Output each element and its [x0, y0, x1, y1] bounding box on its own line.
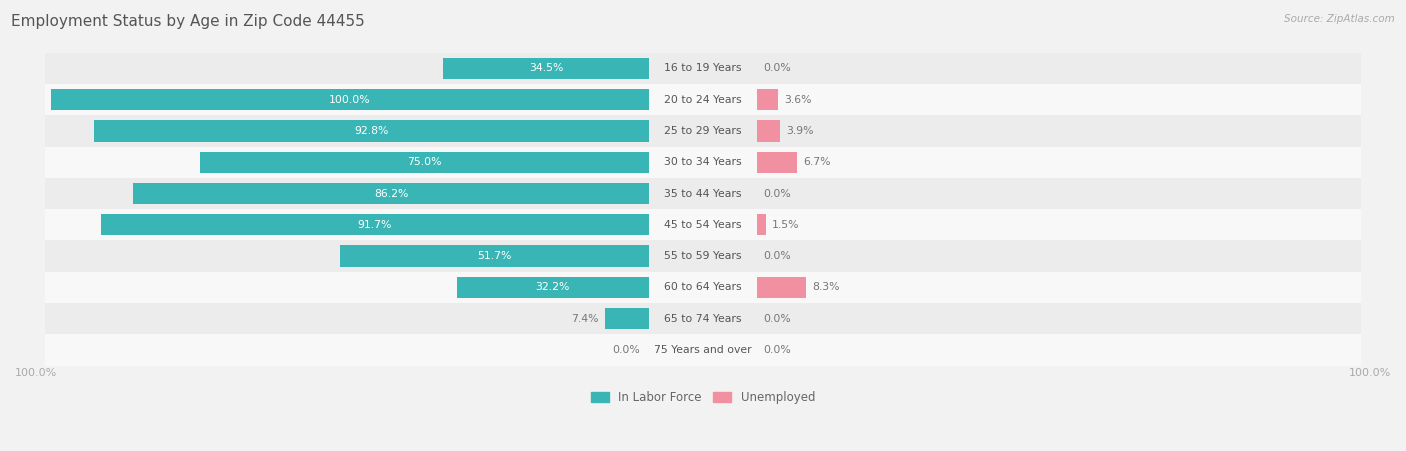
Text: 34.5%: 34.5%	[529, 63, 564, 74]
Text: 0.0%: 0.0%	[613, 345, 640, 355]
Bar	[45, 147, 1361, 178]
Bar	[756, 89, 779, 110]
Text: 60 to 64 Years: 60 to 64 Years	[664, 282, 742, 292]
Bar	[45, 272, 1361, 303]
Bar	[756, 120, 780, 142]
Text: 51.7%: 51.7%	[477, 251, 512, 261]
Bar	[94, 120, 650, 142]
Bar	[201, 152, 650, 173]
Text: 0.0%: 0.0%	[763, 189, 790, 198]
Text: Employment Status by Age in Zip Code 44455: Employment Status by Age in Zip Code 444…	[11, 14, 366, 28]
Bar	[45, 240, 1361, 272]
Text: 91.7%: 91.7%	[357, 220, 392, 230]
Text: 55 to 59 Years: 55 to 59 Years	[664, 251, 742, 261]
Bar	[45, 334, 1361, 366]
Text: 6.7%: 6.7%	[803, 157, 831, 167]
Text: 32.2%: 32.2%	[536, 282, 569, 292]
Text: 65 to 74 Years: 65 to 74 Years	[664, 314, 742, 324]
Text: 8.3%: 8.3%	[813, 282, 839, 292]
Bar	[101, 214, 650, 235]
Text: 35 to 44 Years: 35 to 44 Years	[664, 189, 742, 198]
Text: 3.9%: 3.9%	[786, 126, 814, 136]
Text: 75.0%: 75.0%	[408, 157, 441, 167]
Text: 0.0%: 0.0%	[763, 63, 790, 74]
Text: 20 to 24 Years: 20 to 24 Years	[664, 95, 742, 105]
Bar	[45, 303, 1361, 334]
Bar	[443, 58, 650, 79]
Bar	[51, 89, 650, 110]
Bar	[45, 178, 1361, 209]
Text: 100.0%: 100.0%	[329, 95, 371, 105]
Text: 16 to 19 Years: 16 to 19 Years	[664, 63, 742, 74]
Text: 100.0%: 100.0%	[1348, 368, 1391, 378]
Text: 0.0%: 0.0%	[763, 345, 790, 355]
Legend: In Labor Force, Unemployed: In Labor Force, Unemployed	[586, 387, 820, 409]
Text: 0.0%: 0.0%	[763, 251, 790, 261]
Text: 0.0%: 0.0%	[763, 314, 790, 324]
Text: 45 to 54 Years: 45 to 54 Years	[664, 220, 742, 230]
Text: Source: ZipAtlas.com: Source: ZipAtlas.com	[1284, 14, 1395, 23]
Text: 92.8%: 92.8%	[354, 126, 388, 136]
Text: 3.6%: 3.6%	[785, 95, 811, 105]
Bar	[756, 277, 807, 298]
Text: 25 to 29 Years: 25 to 29 Years	[664, 126, 742, 136]
Bar	[605, 308, 650, 329]
Bar	[134, 183, 650, 204]
Text: 30 to 34 Years: 30 to 34 Years	[664, 157, 742, 167]
Text: 1.5%: 1.5%	[772, 220, 799, 230]
Bar	[340, 245, 650, 267]
Bar	[45, 115, 1361, 147]
Bar	[756, 152, 797, 173]
Bar	[45, 53, 1361, 84]
Bar	[457, 277, 650, 298]
Text: 100.0%: 100.0%	[15, 368, 58, 378]
Bar	[45, 84, 1361, 115]
Text: 75 Years and over: 75 Years and over	[654, 345, 752, 355]
Bar	[756, 214, 766, 235]
Text: 86.2%: 86.2%	[374, 189, 409, 198]
Text: 7.4%: 7.4%	[571, 314, 599, 324]
Bar	[45, 209, 1361, 240]
